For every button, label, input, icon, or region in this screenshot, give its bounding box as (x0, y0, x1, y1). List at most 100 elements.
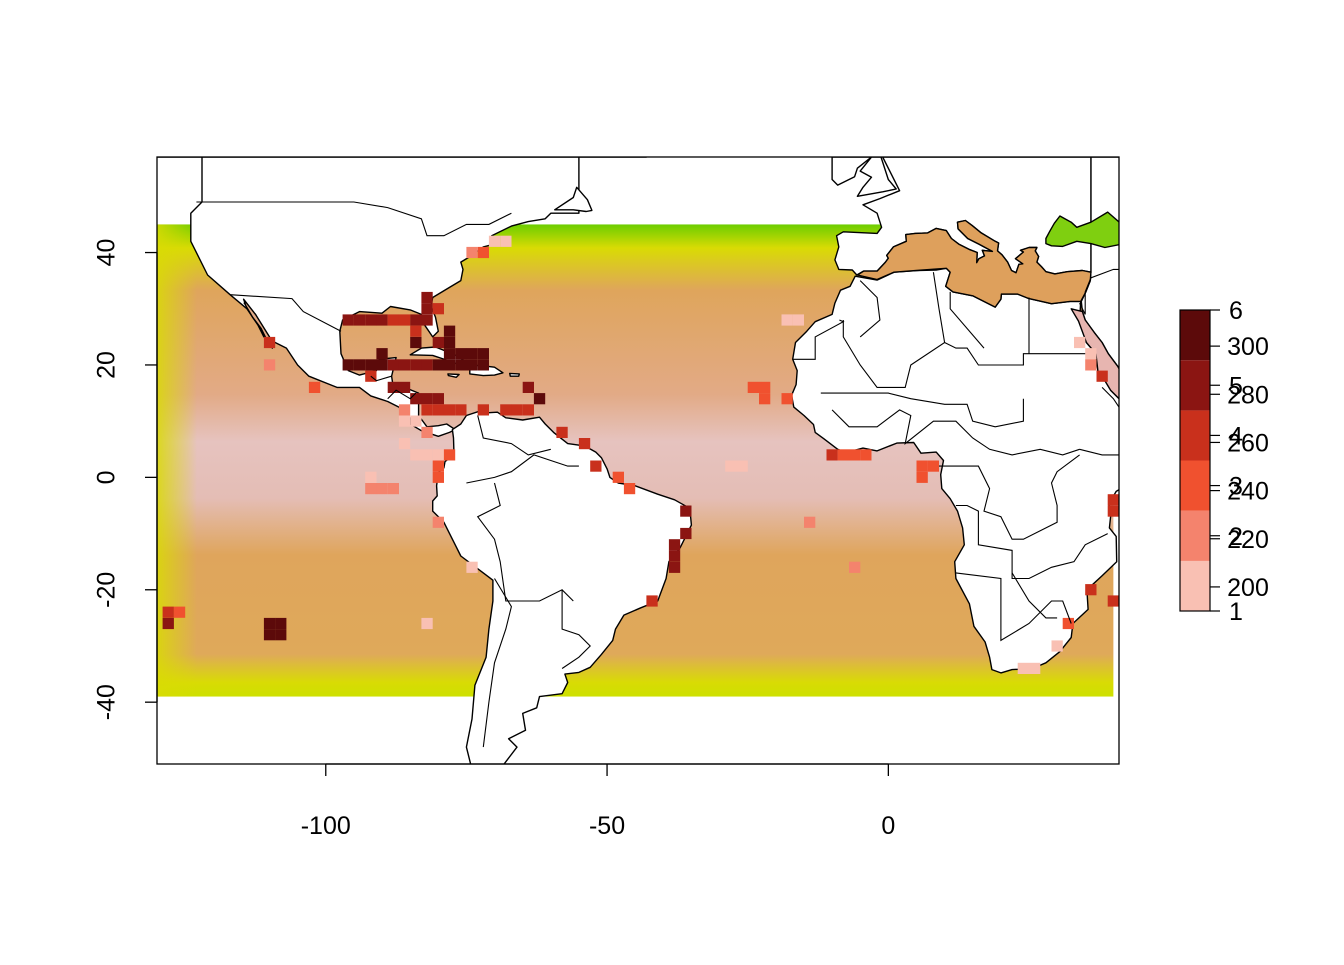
occurrence-cell (781, 393, 793, 405)
country-border (370, 375, 392, 382)
legend-label-primary: 1 (1229, 598, 1243, 626)
occurrence-cell (410, 325, 422, 337)
x-axis: -100 -50 0 (301, 763, 895, 840)
occurrence-cell (353, 359, 366, 371)
occurrence-cell (398, 359, 411, 371)
occurrence-cell (432, 303, 444, 315)
legend-label-primary: 4 (1229, 422, 1243, 450)
occurrence-cell (759, 393, 771, 405)
occurrence-cell (365, 314, 377, 326)
occurrence-cell (668, 550, 681, 562)
occurrence-cell (916, 471, 928, 483)
occurrence-cell (162, 606, 174, 618)
occurrence-cell (432, 516, 444, 528)
occurrence-cell (522, 404, 534, 416)
country-border (1079, 268, 1119, 315)
country-border (230, 294, 342, 332)
occurrence-cell (432, 359, 444, 371)
occurrence-cell (387, 314, 399, 326)
occurrence-cell (342, 314, 354, 326)
legend-swatch (1180, 310, 1210, 361)
legend-label-primary: 6 (1229, 297, 1243, 325)
legend-label-secondary: 220 (1227, 526, 1269, 554)
map-panel (157, 157, 1172, 764)
occurrence-cell (455, 404, 467, 416)
background-edge-shade (157, 224, 197, 697)
land-europe (831, 157, 897, 197)
occurrence-cell (477, 348, 489, 360)
occurrence-cell (410, 393, 422, 405)
occurrence-cell (275, 629, 287, 641)
occurrence-cell (1051, 640, 1063, 652)
occurrence-cell (668, 561, 681, 573)
occurrence-cell (275, 617, 287, 630)
occurrence-cell (421, 314, 433, 326)
occurrence-cell (421, 426, 433, 438)
occurrence-cell (747, 381, 759, 393)
occurrence-cell (849, 449, 861, 461)
occurrence-cell (736, 460, 748, 472)
occurrence-cell (410, 359, 422, 371)
occurrence-cell (556, 426, 568, 438)
occurrence-cell (443, 449, 456, 461)
occurrence-cell (173, 606, 186, 618)
country-border (196, 201, 512, 237)
occurrence-cell (1017, 662, 1029, 674)
occurrence-cell (410, 336, 422, 349)
occurrence-cell (421, 617, 433, 630)
occurrence-cell (387, 381, 399, 393)
occurrence-cell (590, 460, 602, 472)
land-madagascar (1132, 545, 1172, 621)
occurrence-cell (477, 246, 489, 259)
occurrence-cell (421, 303, 433, 315)
occurrence-cell (792, 314, 804, 326)
legend-swatch (1180, 460, 1210, 511)
occurrence-cell (1029, 662, 1041, 674)
legend-swatch (1180, 560, 1210, 611)
legend-swatch (1180, 360, 1210, 411)
occurrence-cell (1107, 595, 1119, 607)
x-tick-label: 0 (881, 812, 895, 840)
occurrence-cell (1096, 370, 1108, 382)
occurrence-cell (342, 359, 354, 371)
occurrence-cell (927, 460, 939, 472)
occurrence-cell (432, 460, 444, 472)
occurrence-cell (759, 381, 771, 393)
y-tick-label: -20 (93, 572, 121, 608)
land-south-america (432, 409, 693, 764)
occurrence-cell (443, 348, 456, 360)
country-border (1011, 572, 1058, 619)
country-border (387, 389, 417, 400)
occurrence-cell (263, 359, 276, 371)
occurrence-cell (466, 246, 478, 259)
country-border (932, 272, 946, 343)
country-border (831, 409, 1080, 456)
occurrence-cell (263, 336, 276, 349)
country-border (820, 392, 1024, 428)
country-border (1079, 448, 1119, 458)
land-greenland (578, 157, 648, 158)
occurrence-cell (849, 561, 861, 573)
occurrence-cell (443, 336, 456, 349)
occurrence-cell (1107, 494, 1119, 506)
y-tick-label: 40 (93, 239, 121, 267)
legend-label-secondary: 200 (1227, 574, 1269, 602)
occurrence-cell (421, 393, 433, 405)
occurrence-cell (421, 291, 433, 304)
occurrence-cell (387, 359, 399, 371)
occurrence-cell (365, 483, 377, 495)
y-tick-label: 20 (93, 351, 121, 379)
occurrence-cell (443, 325, 456, 337)
occurrence-cell (1107, 505, 1119, 517)
occurrence-cell (680, 505, 692, 517)
country-border (955, 504, 1108, 580)
occurrence-cell (443, 359, 456, 371)
y-tick-label: -40 (93, 684, 121, 720)
country-border (859, 280, 881, 338)
legend-label-secondary: 280 (1227, 381, 1269, 409)
occurrence-cell (500, 235, 512, 247)
occurrence-cell (432, 449, 444, 461)
land-jamaica (447, 373, 460, 378)
occurrence-cell (376, 314, 388, 326)
